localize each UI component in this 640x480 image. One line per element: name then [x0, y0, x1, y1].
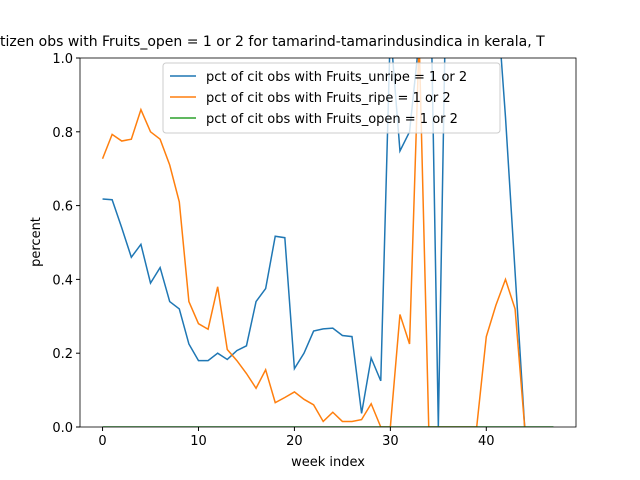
y-axis-label: percent — [29, 217, 44, 267]
legend-label: pct of cit obs with Fruits_unripe = 1 or… — [206, 70, 467, 85]
x-axis-label: week index — [291, 455, 365, 470]
y-tick-label: 0.4 — [52, 273, 73, 288]
series-line — [102, 58, 526, 427]
x-tick-label: 40 — [478, 434, 495, 449]
x-tick-label: 10 — [190, 434, 207, 449]
x-tick-label: 20 — [286, 434, 303, 449]
y-tick-label: 0.0 — [52, 421, 73, 436]
series-line — [101, 58, 526, 427]
x-tick-label: 30 — [382, 434, 399, 449]
legend-label: pct of cit obs with Fruits_open = 1 or 2 — [206, 112, 458, 127]
plot-area — [101, 58, 554, 427]
x-tick-label: 0 — [98, 434, 106, 449]
legend-label: pct of cit obs with Fruits_ripe = 1 or 2 — [206, 91, 451, 106]
legend-box — [162, 62, 501, 134]
chart-title: tizen obs with Fruits_open = 1 or 2 for … — [0, 34, 545, 50]
y-tick-label: 0.8 — [52, 126, 73, 141]
y-tick-label: 1.0 — [52, 52, 73, 67]
axes-frame — [79, 57, 577, 428]
y-tick-label: 0.6 — [52, 200, 73, 215]
y-tick-label: 0.2 — [52, 347, 73, 362]
